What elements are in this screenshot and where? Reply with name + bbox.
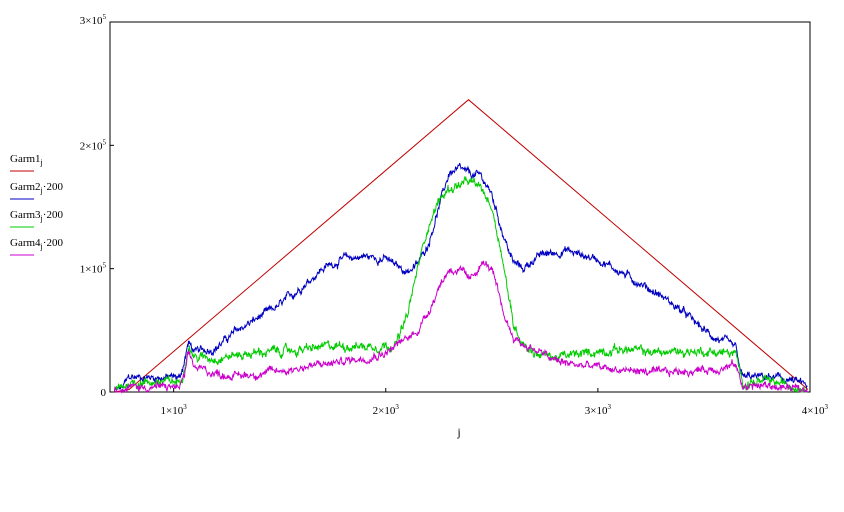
legend: Garm1j Garm2j·200 Garm3j·200 Garm4j·200 bbox=[10, 153, 63, 256]
x-axis-ticks: 1×103 2×103 3×103 4×103 bbox=[161, 388, 829, 417]
y-tick-label: 3×105 bbox=[80, 13, 107, 27]
x-axis-title: j bbox=[456, 425, 460, 439]
x-tick-label: 4×103 bbox=[802, 403, 829, 417]
legend-label: Garm3j·200 bbox=[10, 209, 63, 223]
legend-label: Garm1j bbox=[10, 153, 43, 167]
x-tick-label: 1×103 bbox=[161, 403, 188, 417]
series-line-garm4 bbox=[114, 260, 808, 394]
plot-frame bbox=[109, 21, 811, 393]
y-tick-label: 0 bbox=[101, 387, 107, 399]
series-line-garm2 bbox=[114, 162, 808, 393]
legend-label: Garm4j·200 bbox=[10, 237, 63, 251]
y-tick-label: 1×105 bbox=[80, 262, 107, 276]
y-axis-ticks: 0 1×105 2×105 3×105 bbox=[80, 13, 114, 399]
legend-label: Garm2j·200 bbox=[10, 181, 63, 195]
series-line-garm3 bbox=[114, 176, 808, 394]
x-tick-label: 3×103 bbox=[585, 403, 612, 417]
x-tick-label: 2×103 bbox=[373, 403, 400, 417]
y-tick-label: 2×105 bbox=[80, 138, 107, 152]
series-lines bbox=[114, 99, 809, 394]
